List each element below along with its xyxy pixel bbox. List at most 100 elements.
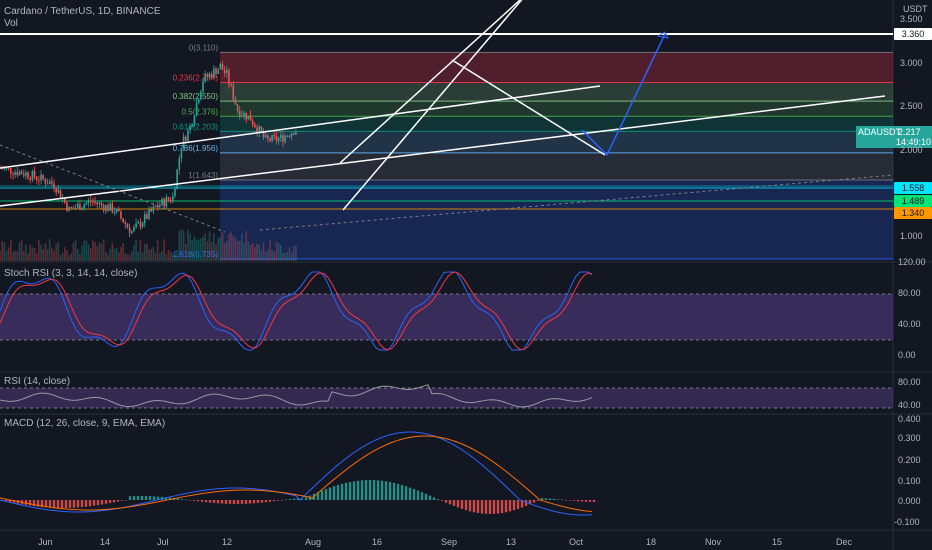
volume-bar — [89, 248, 92, 261]
macd-histogram-bar — [252, 500, 256, 504]
macd-histogram-bar — [472, 500, 476, 513]
macd-histogram-bar — [448, 500, 452, 505]
macd-line — [0, 431, 593, 516]
projection-arrowhead — [656, 31, 669, 39]
volume-bar — [236, 241, 239, 261]
volume-bar — [210, 241, 213, 261]
volume-bar — [70, 253, 73, 261]
macd-histogram-bar — [420, 492, 424, 500]
candle-body — [48, 181, 51, 184]
macd-histogram-bar — [300, 499, 304, 500]
candle-body — [118, 209, 120, 212]
volume-bar — [55, 243, 57, 261]
candle-body — [213, 68, 215, 78]
candle-body — [180, 148, 183, 159]
rsi-title[interactable]: RSI (14, close) — [4, 376, 71, 387]
macd-histogram-bar — [392, 482, 396, 500]
volume-bar — [161, 251, 163, 261]
candle-body — [5, 167, 8, 169]
macd-histogram-bar — [580, 500, 584, 502]
stoch-rsi-title[interactable]: Stoch RSI (3, 3, 14, 14, close) — [4, 268, 138, 279]
macd-histogram-bar — [96, 500, 100, 506]
candle-body — [236, 104, 239, 112]
macd-histogram-bar — [208, 500, 212, 503]
macd-histogram-bar — [284, 499, 288, 501]
volume-bar — [74, 240, 77, 261]
candle-body — [184, 136, 187, 141]
candle-body — [271, 134, 273, 141]
candle-body — [109, 203, 111, 211]
candle-body — [148, 209, 150, 219]
volume-bar — [20, 240, 23, 261]
candle-body — [107, 205, 109, 211]
macd-histogram-bar — [588, 500, 592, 502]
macd-histogram-bar — [476, 500, 480, 514]
candle-body — [102, 205, 105, 211]
macd-histogram-bar — [124, 499, 128, 501]
macd-histogram-bar — [316, 492, 320, 500]
volume-bar — [273, 251, 276, 261]
macd-histogram-bar — [48, 500, 52, 508]
macd-histogram-bar — [304, 497, 308, 500]
macd-histogram-bar — [52, 500, 56, 508]
candle-body — [172, 195, 174, 201]
macd-histogram-bar — [216, 500, 220, 504]
volume-bar — [226, 241, 228, 261]
volume-bar — [295, 245, 297, 261]
macd-histogram-bar — [140, 496, 144, 500]
macd-histogram-bar — [36, 500, 40, 507]
macd-histogram-bar — [12, 500, 16, 503]
time-axis-label: Oct — [569, 537, 584, 547]
candle-body — [10, 168, 12, 174]
symbol-title[interactable]: Cardano / TetherUS, 1D, BINANCE — [4, 6, 161, 17]
candle-body — [111, 203, 114, 213]
volume-bar — [159, 253, 161, 261]
candle-body — [226, 70, 228, 73]
volume-bar — [148, 249, 150, 261]
candle-body — [29, 177, 32, 180]
volume-bar — [290, 252, 293, 261]
volume-bar — [271, 249, 273, 261]
volume-bar — [139, 239, 142, 261]
volume-bar — [133, 244, 135, 261]
macd-histogram-bar — [572, 500, 576, 501]
candle-body — [178, 158, 181, 170]
macd-histogram-bar — [44, 500, 48, 508]
candle-body — [187, 130, 189, 141]
candle-body — [105, 205, 107, 211]
candle-body — [191, 124, 194, 127]
candle-body — [128, 227, 131, 233]
volume-bar — [280, 245, 282, 261]
dashed-trendline — [259, 174, 894, 231]
candle-body — [126, 223, 129, 228]
volume-bar — [115, 248, 118, 261]
volume-label[interactable]: Vol — [4, 18, 18, 29]
macd-histogram-bar — [64, 500, 68, 508]
volume-bar — [152, 246, 155, 261]
candle-body — [232, 85, 235, 100]
candle-body — [241, 115, 243, 117]
volume-bar — [269, 240, 271, 261]
candle-body — [251, 120, 254, 125]
volume-bar — [156, 240, 159, 261]
candle-body — [57, 189, 60, 193]
macd-histogram-bar — [132, 496, 136, 500]
candle-body — [275, 135, 278, 141]
macd-histogram-bar — [116, 500, 120, 502]
stoch-d-line — [0, 271, 593, 351]
candle-body — [59, 189, 62, 199]
candle-body — [228, 70, 230, 85]
macd-histogram-bar — [24, 500, 28, 505]
macd-histogram-bar — [592, 500, 596, 502]
fib-zone — [220, 131, 893, 153]
macd-title[interactable]: MACD (12, 26, close, 9, EMA, EMA) — [4, 418, 166, 429]
candle-body — [76, 204, 79, 208]
candle-body — [92, 201, 94, 203]
macd-histogram-bar — [212, 500, 216, 504]
candle-body — [152, 206, 155, 212]
macd-axis-label: 0.400 — [898, 414, 921, 424]
candle-body — [163, 199, 165, 207]
candle-body — [133, 227, 135, 232]
